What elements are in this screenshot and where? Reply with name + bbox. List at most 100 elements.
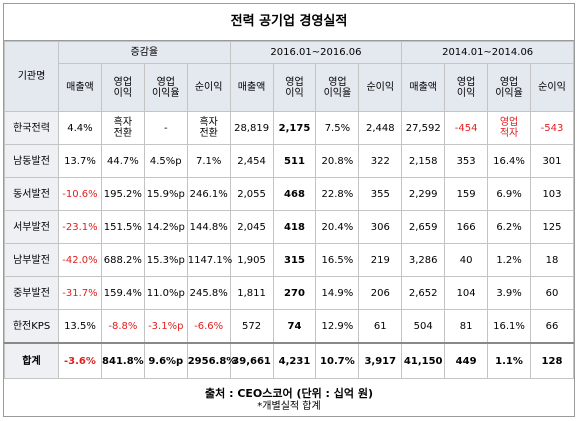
cell: 159 <box>444 177 489 211</box>
cell: 688.2% <box>100 243 145 277</box>
cell: 841.8% <box>100 342 145 379</box>
cell: 22.8% <box>315 177 360 211</box>
cell: 2,454 <box>229 144 274 178</box>
cell: 27,592 <box>401 111 446 145</box>
cell: 81 <box>444 309 489 344</box>
cell: 39,661 <box>229 342 274 379</box>
company-name: 남부발전 <box>4 243 59 277</box>
cell: 270 <box>272 276 317 310</box>
cell: 151.5% <box>100 210 145 244</box>
cell: -3.1%p <box>143 309 188 344</box>
cell: 166 <box>444 210 489 244</box>
cell: 504 <box>401 309 446 344</box>
cell: 353 <box>444 144 489 178</box>
cell: 449 <box>444 342 489 379</box>
company-name: 서부발전 <box>4 210 59 244</box>
column-header: 영업 이익 <box>444 63 489 112</box>
cell: -23.1% <box>58 210 102 244</box>
cell: 44.7% <box>100 144 145 178</box>
cell: 4,231 <box>272 342 317 379</box>
cell: 66 <box>529 309 575 344</box>
column-header: 영업 이익율 <box>315 63 360 112</box>
cell: 60 <box>529 276 575 310</box>
cell: 572 <box>229 309 274 344</box>
cell: 206 <box>358 276 403 310</box>
title: 전력 공기업 경영실적 <box>4 4 574 41</box>
cell: 61 <box>358 309 403 344</box>
cell: 흑자 전환 <box>186 111 231 145</box>
data-row: 중부발전 -31.7% 159.4% 11.0%p 245.8% 1,811 270 14.9… <box>4 276 575 310</box>
cell: 16.5% <box>315 243 360 277</box>
cell: 2,045 <box>229 210 274 244</box>
source: 출처 : CEO스코어 (단위 : 십억 원) <box>205 387 373 400</box>
cell: 219 <box>358 243 403 277</box>
company-name: 동서발전 <box>4 177 59 211</box>
cell: 355 <box>358 177 403 211</box>
cell: 10.7% <box>315 342 360 379</box>
table-body: 한국전력 4.4% 흑자 전환 - 흑자 전환 28,819 2,175 7.5% 2,448 2… <box>4 111 575 379</box>
column-header: 순이익 <box>186 63 231 112</box>
cell: 13.7% <box>58 144 102 178</box>
cell: 3.9% <box>487 276 531 310</box>
cell: 20.4% <box>315 210 360 244</box>
cell: 301 <box>529 144 575 178</box>
column-header-row: 매출액 영업 이익 영업 이익율 순이익 매출액 영업 이익 영업 이익율 순이익 매출액 영업 … <box>5 63 575 112</box>
group-header: 2016.01~2016.06 <box>229 41 403 64</box>
cell: 4.5%p <box>143 144 188 178</box>
cell: -31.7% <box>58 276 102 310</box>
cell: 1147.1% <box>186 243 232 277</box>
group-header: 기관명 <box>4 41 59 112</box>
column-header: 매출액 <box>229 63 274 112</box>
cell: 315 <box>272 243 317 277</box>
cell: 6.2% <box>487 210 531 244</box>
cell: 2,158 <box>401 144 446 178</box>
data-row: 한국전력 4.4% 흑자 전환 - 흑자 전환 28,819 2,175 7.5% 2,448 2… <box>4 111 575 145</box>
cell: 18 <box>529 243 575 277</box>
cell: 3,286 <box>401 243 446 277</box>
total-row: 합계 -3.6% 841.8% 9.6%p 2956.8% 39,661 4,231 10.7… <box>4 342 575 379</box>
cell: 306 <box>358 210 403 244</box>
data-row: 서부발전 -23.1% 151.5% 14.2%p 144.8% 2,045 418 20.4… <box>4 210 575 244</box>
data-row: 남부발전 -42.0% 688.2% 15.3%p 1147.1% 1,905 315 16.… <box>4 243 575 277</box>
cell: 15.3%p <box>143 243 188 277</box>
cell: 2,299 <box>401 177 446 211</box>
cell: 9.6%p <box>143 342 188 379</box>
table-head: 기관명 증감율 2016.01~2016.06 2014.01~2014.06 매출액 영… <box>4 41 575 112</box>
cell: -6.6% <box>186 309 231 344</box>
column-header: 영업 이익 <box>272 63 317 112</box>
cell: 2,659 <box>401 210 446 244</box>
group-header: 증감율 <box>58 41 231 64</box>
cell: 13.5% <box>58 309 102 344</box>
cell: 246.1% <box>186 177 231 211</box>
cell: -10.6% <box>58 177 102 211</box>
cell: 2956.8% <box>186 342 236 379</box>
data-row: 한전KPS 13.5% -8.8% -3.1%p -6.6% 572 74 12.9% 61 50… <box>4 309 575 344</box>
cell: 40 <box>444 243 489 277</box>
cell: 1.2% <box>487 243 531 277</box>
cell: 14.2%p <box>143 210 188 244</box>
cell: 28,819 <box>229 111 274 145</box>
cell: 1.1% <box>487 342 531 379</box>
cell: 74 <box>272 309 317 344</box>
cell: 영업 적자 <box>487 111 531 145</box>
cell: - <box>143 111 188 145</box>
column-header: 영업 이익율 <box>143 63 188 112</box>
cell: 20.8% <box>315 144 360 178</box>
cell: 195.2% <box>100 177 145 211</box>
data-row: 동서발전 -10.6% 195.2% 15.9%p 246.1% 2,055 468 22.8… <box>4 177 575 211</box>
cell: -3.6% <box>58 342 102 379</box>
company-name: 중부발전 <box>4 276 59 310</box>
cell: 흑자 전환 <box>100 111 145 145</box>
column-header: 매출액 <box>401 63 446 112</box>
cell: 2,175 <box>272 111 317 145</box>
column-header: 순이익 <box>358 63 403 112</box>
cell: 11.0%p <box>143 276 188 310</box>
cell: 1,905 <box>229 243 274 277</box>
cell: -454 <box>444 111 489 145</box>
cell: 6.9% <box>487 177 531 211</box>
cell: 16.1% <box>487 309 531 344</box>
cell: 125 <box>529 210 575 244</box>
cell: 12.9% <box>315 309 360 344</box>
note: *개별실적 합계 <box>257 401 321 412</box>
cell: 144.8% <box>186 210 231 244</box>
